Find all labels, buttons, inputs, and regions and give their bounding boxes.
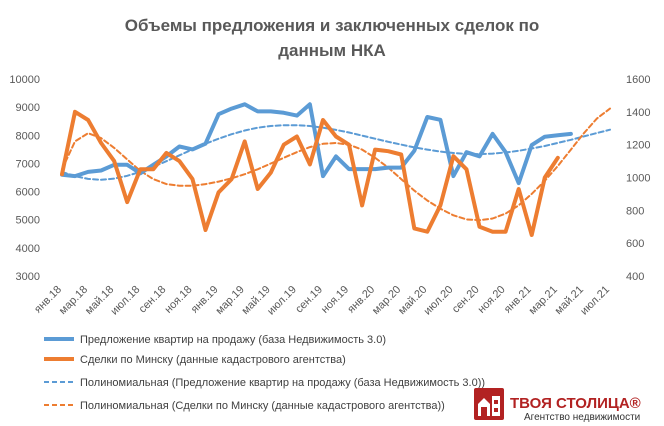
- legend-item-offers: Предложение квартир на продажу (база Нед…: [44, 334, 386, 346]
- series-layer: [60, 102, 611, 237]
- y-right-tick-label: 1400: [626, 107, 650, 119]
- legend-label-deals: Сделки по Минску (данные кадастрового аг…: [80, 354, 346, 366]
- legend-label-offers-trend: Полиномиальная (Предложение квартир на п…: [80, 377, 485, 389]
- y-left-tick-label: 10000: [9, 74, 40, 86]
- left-axis-ticks: 3000 4000 5000 6000 7000 8000 9000 10000: [9, 74, 40, 283]
- legend-item-deals: Сделки по Минску (данные кадастрового аг…: [44, 354, 346, 366]
- y-right-tick-label: 400: [626, 271, 644, 283]
- legend-item-offers-trend: Полиномиальная (Предложение квартир на п…: [44, 377, 485, 389]
- brand-name: ТВОЯ СТОЛИЦА®: [510, 395, 641, 412]
- y-left-tick-label: 5000: [16, 215, 40, 227]
- brand-building-icon: [474, 388, 504, 420]
- y-right-tick-label: 800: [626, 205, 644, 217]
- legend-label-offers: Предложение квартир на продажу (база Нед…: [80, 334, 386, 346]
- series-deals-trend-line: [61, 107, 611, 222]
- chart-title-line-1: Объемы предложения и заключенных сделок …: [125, 16, 540, 35]
- brand-subtitle: Агентство недвижимости: [524, 412, 640, 423]
- right-axis-ticks: 400 600 800 1000 1200 1400 1600: [626, 74, 650, 283]
- y-left-tick-label: 7000: [16, 158, 40, 170]
- series-deals-line: [60, 109, 560, 237]
- legend-label-deals-trend: Полиномиальная (Сделки по Минску (данные…: [80, 400, 445, 412]
- y-left-tick-label: 4000: [16, 243, 40, 255]
- y-left-tick-label: 8000: [16, 130, 40, 142]
- legend-item-deals-trend: Полиномиальная (Сделки по Минску (данные…: [44, 400, 445, 412]
- series-offers-trend-line: [61, 124, 611, 181]
- y-right-tick-label: 600: [626, 238, 644, 250]
- y-right-tick-label: 1600: [626, 74, 650, 86]
- legend: Предложение квартир на продажу (база Нед…: [44, 334, 485, 412]
- y-left-tick-label: 6000: [16, 187, 40, 199]
- y-right-tick-label: 1200: [626, 140, 650, 152]
- y-left-tick-label: 3000: [16, 271, 40, 283]
- brand-logo: ТВОЯ СТОЛИЦА® Агентство недвижимости: [474, 388, 641, 423]
- y-left-tick-label: 9000: [16, 102, 40, 114]
- y-right-tick-label: 1000: [626, 173, 650, 185]
- chart-title-line-2: данным НКА: [278, 41, 386, 60]
